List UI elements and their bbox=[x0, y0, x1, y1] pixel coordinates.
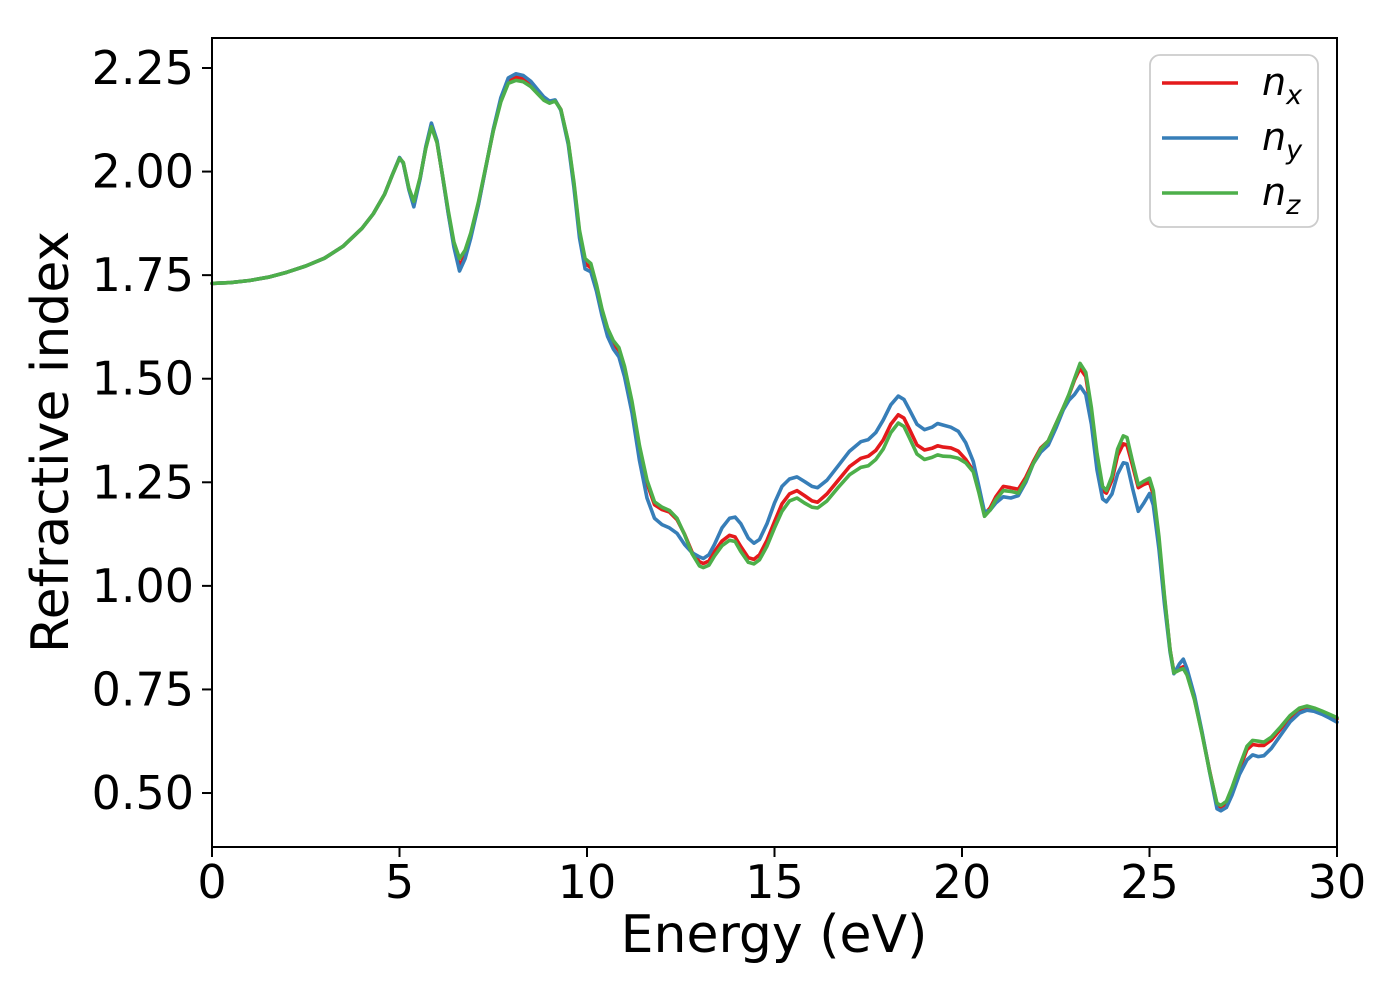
x-tick-label: 10 bbox=[558, 855, 617, 909]
y-axis-label: Refractive index bbox=[21, 231, 81, 653]
y-tick-label: 2.25 bbox=[92, 41, 194, 95]
x-axis-label: Energy (eV) bbox=[621, 905, 928, 965]
y-tick-label: 1.75 bbox=[92, 248, 194, 302]
x-tick-label: 15 bbox=[745, 855, 804, 909]
y-tick-label: 1.25 bbox=[92, 455, 194, 509]
y-tick-label: 0.75 bbox=[92, 662, 194, 716]
legend-label-n_z: nz bbox=[1262, 170, 1301, 221]
x-tick-label: 30 bbox=[1308, 855, 1367, 909]
series-lines bbox=[210, 72, 1339, 813]
x-tick-label: 5 bbox=[385, 855, 414, 909]
y-tick-label: 0.50 bbox=[92, 766, 194, 820]
x-tick-label: 0 bbox=[197, 855, 226, 909]
series-line-n_z bbox=[210, 78, 1339, 808]
y-tick-label: 1.00 bbox=[92, 559, 194, 613]
x-tick-label: 20 bbox=[933, 855, 992, 909]
x-tick-label: 25 bbox=[1120, 855, 1179, 909]
legend-label-n_x: nx bbox=[1262, 60, 1303, 111]
y-tick-label: 2.00 bbox=[92, 145, 194, 199]
x-axis-ticks: 0 5 10 15 20 25 30 bbox=[197, 847, 1366, 909]
y-axis-ticks: 0.50 0.75 1.00 1.25 1.50 1.75 2.00 2.25 bbox=[92, 41, 212, 820]
legend-box bbox=[1149, 54, 1319, 228]
y-tick-label: 1.50 bbox=[92, 352, 194, 406]
legend-label-n_y: ny bbox=[1262, 115, 1303, 166]
